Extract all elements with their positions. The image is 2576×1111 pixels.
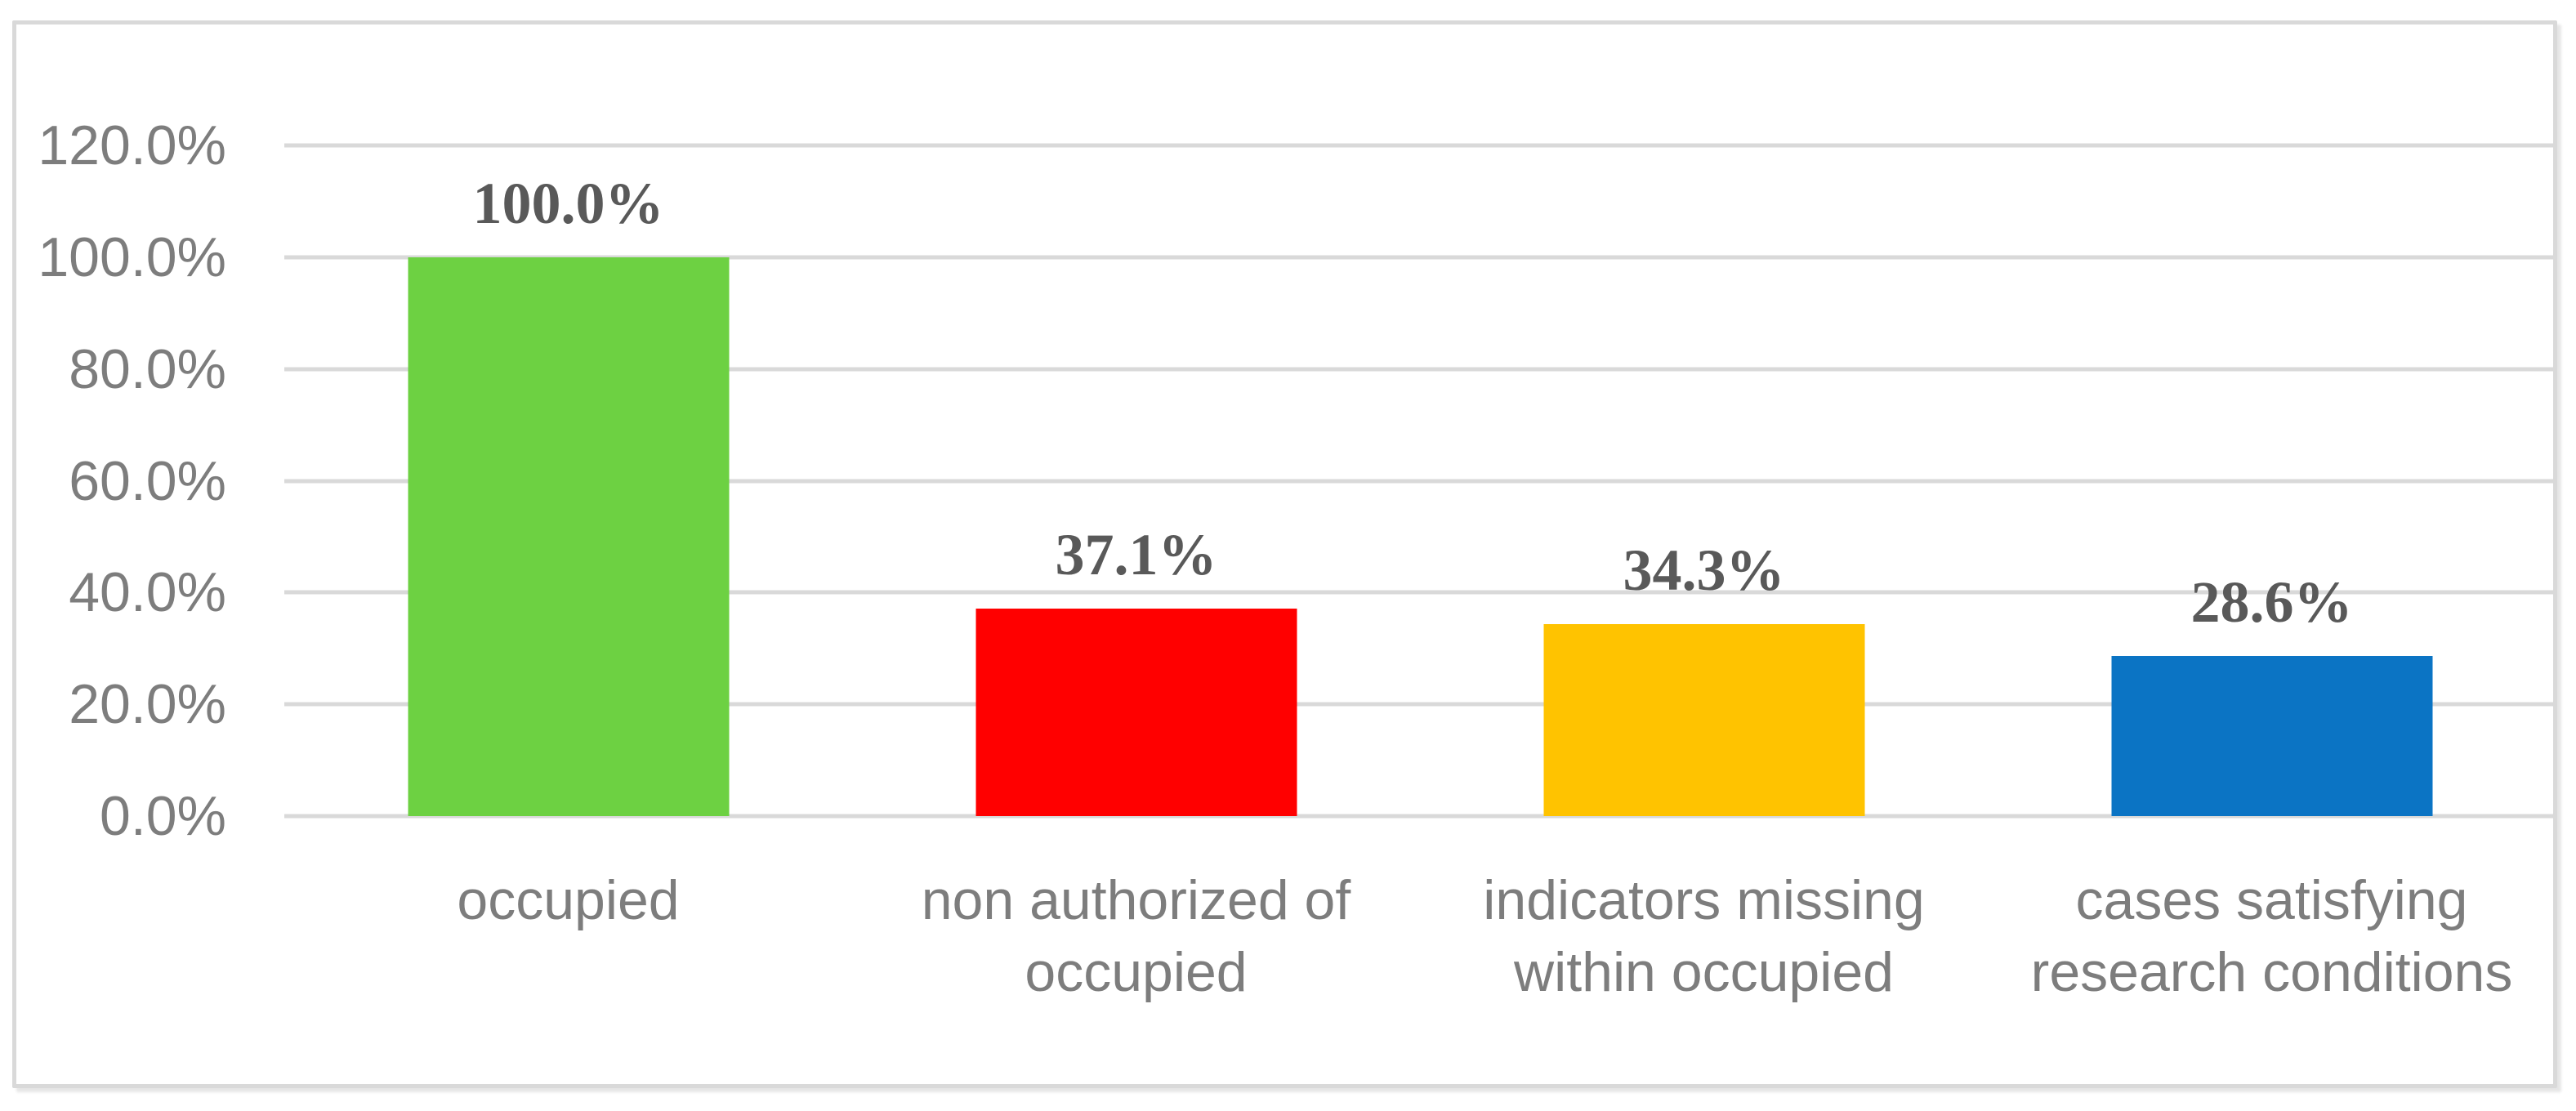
bar-cases-satisfying-research-conditions	[2111, 656, 2432, 816]
bar-slot: 28.6%	[1988, 145, 2556, 816]
bar-occupied	[408, 257, 729, 816]
plot-area: 100.0% 37.1% 34.3% 28.6%	[284, 143, 2556, 819]
bar-slot: 37.1%	[852, 145, 1420, 816]
bar-indicators-missing-within-occupied	[1543, 624, 1864, 816]
y-tick-label: 60.0%	[69, 449, 226, 512]
category-label-line: non authorized of	[921, 869, 1351, 931]
bar-value-label: 100.0%	[472, 170, 664, 236]
y-tick-label: 100.0%	[38, 225, 226, 288]
category-label-line: occupied	[457, 869, 680, 931]
category-label: non authorized of occupied	[852, 864, 1420, 1008]
bar-value-label: 34.3%	[1623, 538, 1785, 604]
bar-non-authorized-of-occupied	[975, 609, 1297, 816]
category-label-line: indicators missing	[1483, 869, 1925, 931]
category-label-line: within occupied	[1514, 941, 1894, 1003]
y-tick-label: 120.0%	[38, 114, 226, 176]
bar-value-label: 28.6%	[2190, 569, 2353, 636]
gridline	[284, 590, 2556, 595]
category-label-line: cases satisfying	[2075, 869, 2468, 931]
gridline	[284, 367, 2556, 372]
y-tick-label: 40.0%	[69, 561, 226, 624]
gridline	[284, 479, 2556, 483]
bar-value-label: 37.1%	[1055, 522, 1217, 588]
category-label: occupied	[284, 864, 852, 1008]
category-label-line: occupied	[1025, 941, 1248, 1003]
bar-slot: 34.3%	[1420, 145, 1988, 816]
y-tick-label: 20.0%	[69, 673, 226, 736]
category-label: cases satisfying research conditions	[1988, 864, 2556, 1008]
y-tick-label: 80.0%	[69, 337, 226, 400]
x-axis-labels: occupied non authorized of occupied indicat…	[284, 864, 2556, 1008]
bar-series: 100.0% 37.1% 34.3% 28.6%	[284, 145, 2556, 816]
y-axis: 0.0% 20.0% 40.0% 60.0% 80.0% 100.0% 120.0%	[0, 118, 226, 844]
y-tick-label: 0.0%	[100, 785, 226, 847]
category-label-line: research conditions	[2030, 941, 2513, 1003]
category-label: indicators missing within occupied	[1420, 864, 1988, 1008]
gridline	[284, 814, 2556, 819]
bar-slot: 100.0%	[284, 145, 852, 816]
gridline	[284, 143, 2556, 148]
gridline	[284, 255, 2556, 260]
gridline	[284, 702, 2556, 707]
